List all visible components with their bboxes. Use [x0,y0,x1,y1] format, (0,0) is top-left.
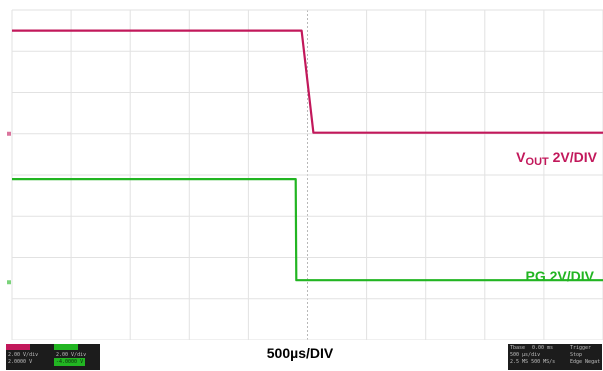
ch1-scale: 2.00 V/div [8,352,39,358]
ch1-color-swatch [6,344,30,350]
scope-status-bar: 2.00 V/div 2.0000 V 2.00 V/div -4.0000 V… [0,340,603,371]
channel-settings-badge: 2.00 V/div 2.0000 V 2.00 V/div -4.0000 V [6,344,100,370]
series-trace-pg [12,178,603,282]
series-label-vout: VOUT 2V/DIV [516,149,597,168]
trigger-mode: Stop [570,352,583,358]
trigger-title: Trigger [570,345,592,351]
ch1-offset: 2.0000 V [8,359,33,365]
acquisition-settings-badge: Tbase 0.00 ms 500 µs/div 2.5 MS 500 MS/s… [508,344,602,370]
ground-marker-vout [7,131,11,136]
timebase-scale: 500 µs/div [510,352,541,358]
series-label-pg: PG 2V/DIV [526,268,595,284]
plot-grid [11,9,603,340]
ch2-scale: 2.00 V/div [56,352,87,358]
trigger-edge: Edge Negat [570,359,601,365]
ch2-color-swatch [54,344,78,350]
ground-marker-pg [7,280,11,285]
timebase-position: 0.00 ms [532,345,554,351]
plot-traces [12,29,603,282]
sample-rate: 2.5 MS 500 MS/s [510,359,556,365]
ground-markers [7,131,11,285]
ch2-offset: -4.0000 V [54,358,86,366]
series-trace-vout [12,29,603,134]
oscilloscope-plot: VOUT 2V/DIV PG 2V/DIV [7,9,603,340]
timebase-label: 500µs/DIV [266,345,334,361]
timebase-title: Tbase [510,345,526,351]
